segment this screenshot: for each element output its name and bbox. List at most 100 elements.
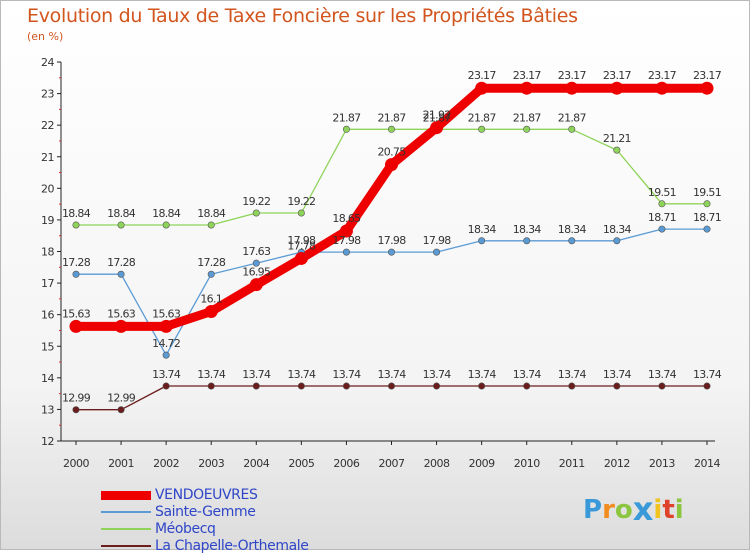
data-point [610, 81, 624, 95]
x-tick-label: 2006 [333, 457, 359, 470]
data-label: 19.51 [693, 186, 721, 199]
data-point [565, 81, 579, 95]
data-point [342, 125, 350, 133]
data-label: 13.74 [378, 368, 407, 381]
axes: 12 13 14 15 16 17 18 19 20 21 22 23 24 2000 2001 2002 20… [41, 56, 721, 470]
data-point [342, 248, 350, 256]
data-point [207, 382, 215, 390]
data-label: 21.87 [423, 111, 452, 124]
data-label: 17.98 [332, 234, 361, 247]
data-label: 13.74 [423, 368, 452, 381]
data-point [613, 146, 621, 154]
data-label: 13.74 [332, 368, 361, 381]
data-label: 23.17 [558, 69, 587, 82]
chart-title: Evolution du Taux de Taxe Foncière sur l… [27, 5, 578, 27]
data-point [700, 81, 714, 95]
data-label: 19.51 [648, 186, 676, 199]
data-label: 23.17 [603, 69, 632, 82]
data-point [72, 221, 80, 229]
data-label: 13.74 [242, 368, 271, 381]
x-tick-label: 2007 [379, 457, 405, 470]
data-point [387, 248, 395, 256]
data-point [478, 125, 486, 133]
data-label: 21.87 [378, 111, 407, 124]
y-tick-label: 19 [41, 214, 54, 227]
y-tick-label: 20 [41, 182, 54, 195]
data-point [204, 305, 218, 319]
data-point [339, 224, 353, 238]
data-point [387, 125, 395, 133]
legend: VENDOEUVRES Sainte-Gemme Méobecq La Chapell… [101, 487, 381, 555]
data-point [159, 319, 173, 333]
legend-label: La Chapelle-Orthemale [155, 538, 309, 554]
data-label: 13.74 [648, 368, 677, 381]
data-point [207, 270, 215, 278]
data-label: 14.72 [152, 337, 180, 350]
x-tick-label: 2002 [153, 457, 179, 470]
data-label: 17.98 [287, 234, 316, 247]
data-label: 19.22 [242, 195, 270, 208]
data-point [297, 382, 305, 390]
data-label: 13.74 [152, 368, 181, 381]
data-point [478, 382, 486, 390]
data-label: 21.87 [468, 111, 497, 124]
data-point [520, 81, 534, 95]
brand-letter: x [632, 490, 654, 528]
data-point [430, 121, 444, 135]
series-line-3 [75, 385, 708, 411]
y-tick-label: 14 [41, 372, 54, 385]
data-point [117, 221, 125, 229]
data-point [655, 81, 669, 95]
data-point [385, 158, 398, 172]
data-point [523, 125, 531, 133]
data-label: 18.65 [332, 212, 361, 225]
data-label: 13.74 [558, 368, 587, 381]
brand-letter: t [662, 495, 675, 525]
data-label: 17.28 [107, 256, 136, 269]
data-label: 23.17 [468, 69, 497, 82]
x-tick-label: 2003 [198, 457, 224, 470]
data-point [162, 351, 170, 359]
data-point [478, 237, 486, 245]
y-tick-label: 22 [41, 119, 54, 132]
data-point [294, 251, 308, 265]
data-label: 18.71 [648, 211, 676, 224]
data-label: 16.95 [242, 266, 271, 279]
legend-swatch [101, 528, 151, 530]
data-label: 17.63 [242, 245, 271, 258]
y-tick-label: 15 [41, 340, 54, 353]
legend-label: VENDOEUVRES [155, 487, 258, 503]
brand-letter: o [614, 495, 633, 525]
data-point [69, 319, 83, 333]
chart-unit: (en %) [27, 30, 64, 43]
data-label: 18.84 [107, 207, 136, 220]
data-point [568, 125, 576, 133]
data-label: 13.74 [468, 368, 497, 381]
data-label: 15.63 [152, 307, 181, 320]
data-point [475, 81, 489, 95]
x-tick-label: 2011 [559, 457, 585, 470]
data-label: 17.98 [423, 234, 452, 247]
data-label: 15.63 [62, 307, 91, 320]
y-tick-label: 21 [41, 151, 54, 164]
data-point [162, 382, 170, 390]
data-label: 18.34 [513, 223, 542, 236]
data-label: 18.34 [558, 223, 587, 236]
data-label: 12.99 [107, 392, 136, 405]
brand-letter: P [583, 495, 603, 525]
legend-item: VENDOEUVRES [101, 487, 381, 504]
data-label: 17.28 [197, 256, 226, 269]
x-tick-label: 2009 [469, 457, 495, 470]
brand-letter: i [653, 495, 663, 525]
legend-swatch [101, 511, 151, 513]
data-point [72, 406, 80, 414]
data-point [613, 382, 621, 390]
data-label: 13.74 [693, 368, 722, 381]
data-point [703, 382, 711, 390]
x-tick-label: 2005 [288, 457, 314, 470]
data-label: 21.87 [332, 111, 361, 124]
legend-swatch [101, 490, 151, 500]
data-label: 20.75 [378, 146, 407, 159]
